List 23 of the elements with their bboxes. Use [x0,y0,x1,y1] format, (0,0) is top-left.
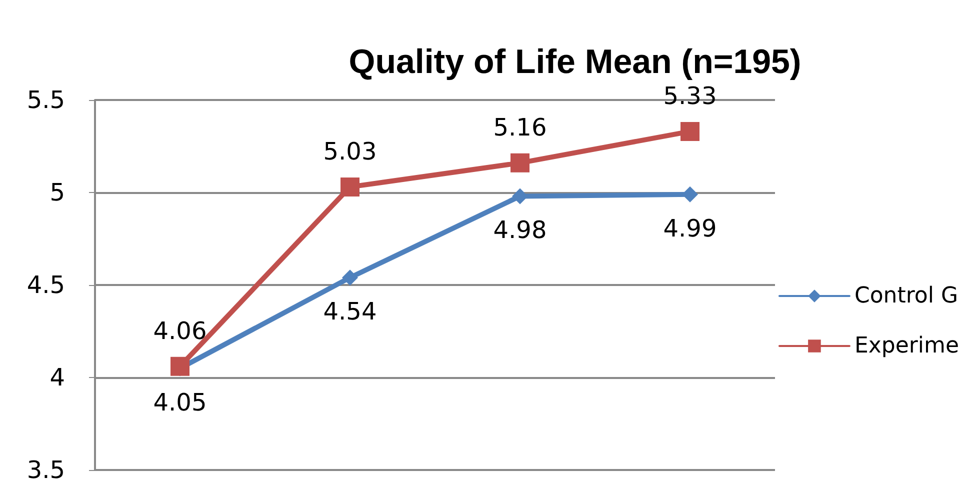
data-label: 4.99 [663,214,717,242]
point [340,177,360,196]
chart-title: Quality of Life Mean (n=195) [348,43,802,81]
y-tick-label: 5.5 [26,86,65,114]
data-label: 5.03 [323,137,377,166]
y-tick-label: 4.5 [26,271,65,299]
data-label: 4.54 [323,298,377,326]
data-label: 4.98 [493,216,547,244]
y-tick-label: 5 [50,178,65,206]
point [342,270,358,286]
y-tick-label: 3.5 [26,456,65,484]
data-label: 5.16 [493,113,547,142]
data-label: 4.05 [153,388,207,416]
data-label: 4.06 [153,316,207,345]
data-label: 5.33 [663,82,717,110]
legend-label: Experime [854,334,960,358]
point [682,186,698,202]
legend-label: Control G [854,284,958,308]
y-tick-label: 4 [50,364,65,392]
point [510,153,530,172]
point [170,356,190,376]
point [680,122,700,141]
point [512,188,528,204]
